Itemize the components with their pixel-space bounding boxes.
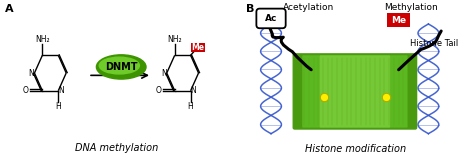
Text: Methylation: Methylation [384, 3, 438, 12]
Text: Me: Me [191, 43, 204, 52]
FancyBboxPatch shape [191, 43, 205, 52]
Text: N: N [58, 86, 64, 95]
FancyBboxPatch shape [256, 9, 286, 28]
Text: N: N [29, 68, 35, 78]
Ellipse shape [99, 57, 139, 74]
Text: N: N [161, 68, 167, 78]
FancyBboxPatch shape [293, 54, 417, 129]
Text: Histone Tail: Histone Tail [410, 39, 458, 48]
FancyBboxPatch shape [302, 55, 408, 128]
Text: DNA methylation: DNA methylation [75, 143, 158, 153]
Text: H: H [55, 102, 61, 111]
Text: Me: Me [391, 16, 406, 25]
Text: N: N [191, 86, 196, 95]
Text: O: O [23, 86, 29, 95]
Text: NH₂: NH₂ [167, 35, 182, 44]
Text: Ac: Ac [265, 14, 277, 23]
FancyBboxPatch shape [387, 13, 410, 27]
Text: H: H [188, 102, 193, 111]
Ellipse shape [96, 55, 146, 79]
Text: NH₂: NH₂ [35, 35, 50, 44]
Text: A: A [4, 4, 13, 14]
Text: Histone modification: Histone modification [305, 144, 406, 154]
FancyBboxPatch shape [319, 55, 390, 128]
Text: O: O [155, 86, 161, 95]
Text: B: B [246, 4, 254, 14]
Text: Acetylation: Acetylation [283, 3, 335, 12]
Text: DNMT: DNMT [105, 62, 137, 72]
